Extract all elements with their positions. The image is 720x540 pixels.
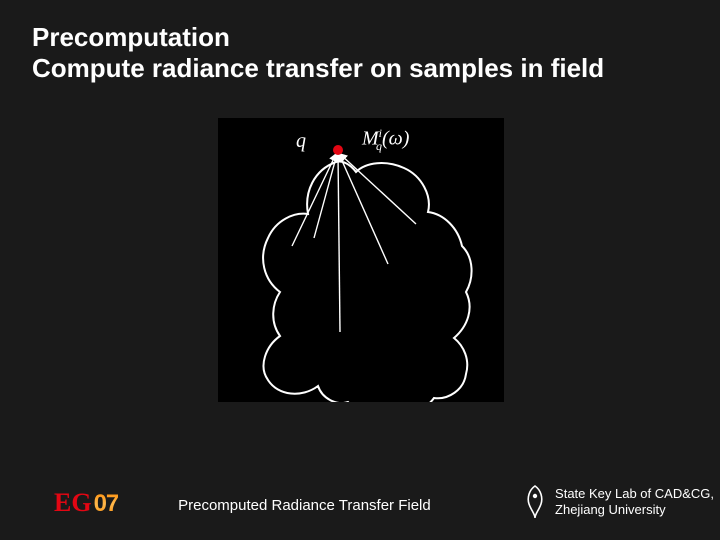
ray-3 xyxy=(339,154,388,264)
zju-line1: State Key Lab of CAD&CG, xyxy=(555,486,714,502)
zju-text: State Key Lab of CAD&CG, Zhejiang Univer… xyxy=(555,486,714,517)
ray-0 xyxy=(292,154,336,246)
title-line-2: Compute radiance transfer on samples in … xyxy=(32,53,688,84)
sample-point xyxy=(333,145,343,155)
zju-logo-icon xyxy=(521,484,549,520)
diagram: q Miq(ω) xyxy=(218,118,504,402)
title-line-1: Precomputation xyxy=(32,22,688,53)
eg07-E: E xyxy=(54,488,69,518)
eg07-G: G xyxy=(71,488,89,518)
ray-4 xyxy=(340,154,416,224)
zju-block: State Key Lab of CAD&CG, Zhejiang Univer… xyxy=(521,484,714,520)
ray-group xyxy=(292,154,416,332)
shape-outline xyxy=(263,161,471,402)
diagram-svg xyxy=(218,118,504,402)
eg07-year: 07 xyxy=(94,490,119,518)
ray-2 xyxy=(338,154,340,332)
zju-line2: Zhejiang University xyxy=(555,502,714,518)
title-block: Precomputation Compute radiance transfer… xyxy=(32,22,688,84)
footer: EG07 Precomputed Radiance Transfer Field… xyxy=(0,480,720,524)
eg07-logo: EG07 xyxy=(54,488,118,518)
footer-center-text: Precomputed Radiance Transfer Field xyxy=(178,497,431,514)
